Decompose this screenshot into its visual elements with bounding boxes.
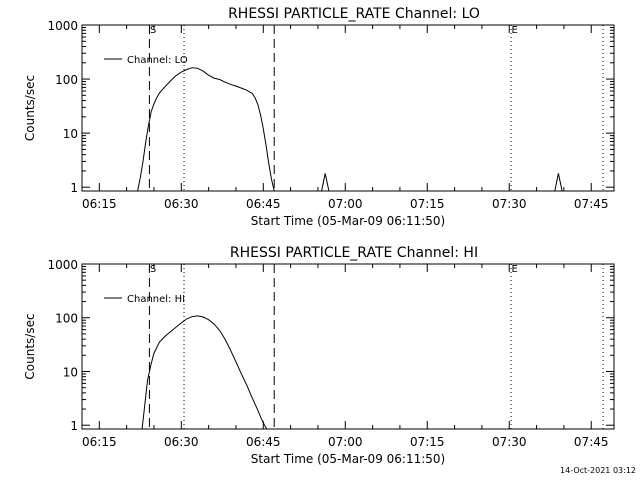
x-tick-label: 07:00 bbox=[328, 197, 363, 211]
y-tick-label: 1 bbox=[70, 419, 78, 433]
y-axis-label: Counts/sec bbox=[23, 75, 37, 141]
data-series-line bbox=[141, 315, 268, 430]
chart-title: RHESSI PARTICLE_RATE Channel: HI bbox=[230, 245, 478, 261]
marker-letter-e: E bbox=[512, 25, 518, 36]
legend-label: Channel: LO bbox=[127, 55, 188, 66]
x-tick-label: 06:15 bbox=[82, 435, 117, 449]
x-tick-label: 07:15 bbox=[410, 435, 445, 449]
y-axis-label: Counts/sec bbox=[23, 313, 37, 379]
x-tick-label: 07:00 bbox=[328, 435, 363, 449]
x-tick-label: 06:45 bbox=[246, 435, 281, 449]
x-tick-label: 07:45 bbox=[574, 197, 609, 211]
y-tick-label: 1000 bbox=[47, 258, 78, 272]
plot-frame bbox=[81, 263, 615, 430]
x-axis-label: Start Time (05-Mar-09 06:11:50) bbox=[251, 452, 445, 466]
x-tick-label: 07:30 bbox=[492, 197, 527, 211]
x-tick-label: 06:45 bbox=[246, 197, 281, 211]
y-tick-label: 1 bbox=[70, 181, 78, 195]
plot-frame bbox=[81, 24, 615, 192]
x-tick-label: 07:45 bbox=[574, 435, 609, 449]
marker-letter-s: S bbox=[150, 25, 156, 36]
x-tick-label: 07:30 bbox=[492, 435, 527, 449]
y-tick-label: 10 bbox=[63, 127, 78, 141]
data-series-line bbox=[137, 67, 275, 192]
footer-timestamp: 14-Oct-2021 03:12 bbox=[560, 466, 636, 475]
y-tick-label: 100 bbox=[55, 312, 78, 326]
marker-letter-s: S bbox=[150, 264, 156, 275]
data-spike bbox=[554, 173, 563, 192]
x-tick-label: 06:30 bbox=[164, 197, 199, 211]
chart-panel-1: RHESSI PARTICLE_RATE Channel: LO Counts/s… bbox=[23, 6, 615, 228]
x-tick-label: 06:30 bbox=[164, 435, 199, 449]
y-tick-label: 100 bbox=[55, 73, 78, 87]
marker-letter-e: E bbox=[512, 264, 518, 275]
data-spike bbox=[321, 173, 330, 192]
x-tick-label: 06:15 bbox=[82, 197, 117, 211]
x-axis-label: Start Time (05-Mar-09 06:11:50) bbox=[251, 214, 445, 228]
chart-title: RHESSI PARTICLE_RATE Channel: LO bbox=[228, 6, 480, 22]
y-tick-label: 1000 bbox=[47, 19, 78, 33]
chart-panel-2: RHESSI PARTICLE_RATE Channel: HI Counts/s… bbox=[23, 245, 615, 466]
y-tick-label: 10 bbox=[63, 365, 78, 379]
x-tick-label: 07:15 bbox=[410, 197, 445, 211]
legend-label: Channel: HI bbox=[127, 294, 185, 305]
